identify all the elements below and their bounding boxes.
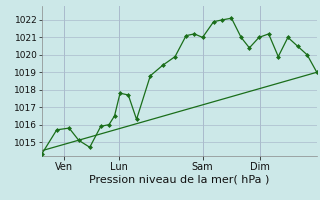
X-axis label: Pression niveau de la mer( hPa ): Pression niveau de la mer( hPa ): [89, 174, 269, 184]
